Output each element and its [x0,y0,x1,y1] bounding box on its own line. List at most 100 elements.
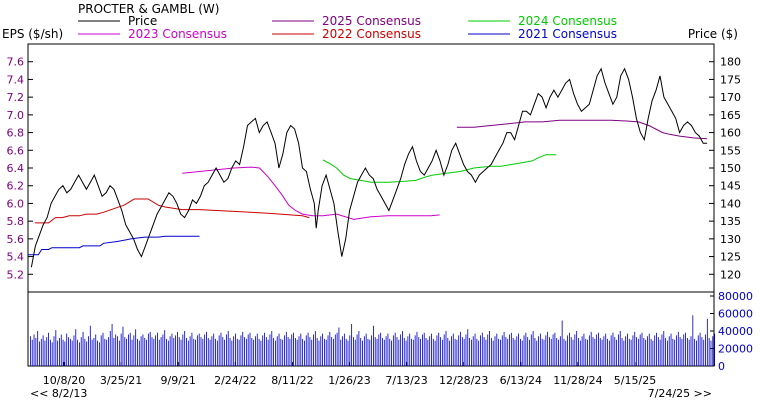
volume-bar [472,336,474,366]
x-tick-label: 2/24/22 [214,374,256,387]
volume-bar [224,339,226,366]
volume-bar [579,340,581,367]
volume-bar [108,337,109,367]
price-line [30,67,708,268]
x-tick-label: 6/13/24 [500,374,542,387]
volume-bar [93,338,95,366]
volume-tick-label: 40000 [718,325,753,338]
volume-bar [705,334,706,366]
x-tick-label: 3/25/21 [100,374,142,387]
volume-bar [164,330,166,367]
volume-bar [418,337,420,367]
consensus-line-2024-consensus [322,154,557,183]
volume-bar [714,333,716,367]
volume-bar [367,338,369,367]
volume-bar [325,339,327,366]
volume-bar [320,336,322,366]
volume-bar [429,336,431,366]
volume-bar [641,332,643,366]
volume-bar [71,340,73,367]
volume-bar [305,335,307,367]
volume-bar [409,333,411,367]
volume-bar [215,338,216,367]
volume-axis-ticks: 80000 60000 40000 20000 0 [710,290,753,373]
volume-bar [144,338,146,366]
volume-bar [62,339,64,366]
volume-bar [307,332,309,366]
volume-bar [258,338,260,367]
legend-label-2022: 2022 Consensus [322,27,421,41]
volume-bar [345,338,347,367]
volume-bar [630,339,632,366]
volume-bar [313,334,314,366]
volume-bar [360,338,362,366]
volume-bar [202,338,204,367]
volume-bar [294,338,296,366]
volume-bar [378,334,380,366]
volume-bar [554,332,556,366]
volume-bar [137,338,138,367]
volume-bar [160,337,162,367]
volume-bars [30,315,716,367]
volume-bar [120,333,122,367]
price-tick-label: 175 [720,73,741,86]
volume-bar [431,333,432,367]
volume-bar [400,334,402,366]
volume-bar [565,340,567,367]
eps-tick-label: 7.6 [7,56,25,69]
volume-bar [657,337,659,367]
volume-bar [403,338,405,366]
volume-bar [322,333,324,367]
price-tick-label: 120 [720,268,741,281]
volume-bar [556,338,558,366]
price-tick-label: 155 [720,144,741,157]
volume-bar [235,333,236,367]
volume-bar [391,340,392,367]
volume-bar [412,339,414,366]
volume-bar [632,335,634,367]
volume-bar [291,334,293,366]
volume-bar [244,337,245,367]
volume-bar [275,340,276,367]
volume-bar [596,334,598,366]
volume-bar [465,334,467,366]
eps-tick-label: 6.4 [7,162,25,175]
volume-bar [454,338,456,367]
volume-bar [53,336,55,366]
volume-bar [66,333,68,367]
volume-bar [650,338,652,367]
volume-bar [385,336,387,366]
volume-bar [293,332,294,366]
volume-bar [627,333,628,367]
volume-bar [113,338,115,366]
volume-bar [585,338,587,367]
volume-bar [329,331,331,367]
consensus-lines [28,119,708,256]
volume-bar [690,336,692,366]
volume-bar [318,340,320,367]
volume-bar [665,338,667,366]
volume-bar [77,339,79,366]
volume-bar [207,338,209,366]
volume-bar [271,331,273,366]
volume-bar [583,333,585,367]
volume-bar [187,340,189,367]
price-tick-label: 145 [720,180,741,193]
volume-bar [478,340,480,367]
volume-bar [91,339,93,366]
volume-bar [186,338,187,366]
volume-bar [501,335,503,367]
volume-bar [481,332,483,366]
volume-bar [30,336,31,366]
consensus-line-2022-consensus [34,198,310,224]
volume-bar [351,324,353,366]
range-end-label: 7/24/25 >> [648,387,712,400]
volume-bar [89,325,91,366]
volume-bar [211,336,213,366]
volume-bar [456,339,458,366]
volume-bar [216,340,218,367]
volume-bar [84,338,86,367]
volume-bar [610,335,612,367]
volume-bar [581,336,583,366]
volume-bar [178,337,180,367]
